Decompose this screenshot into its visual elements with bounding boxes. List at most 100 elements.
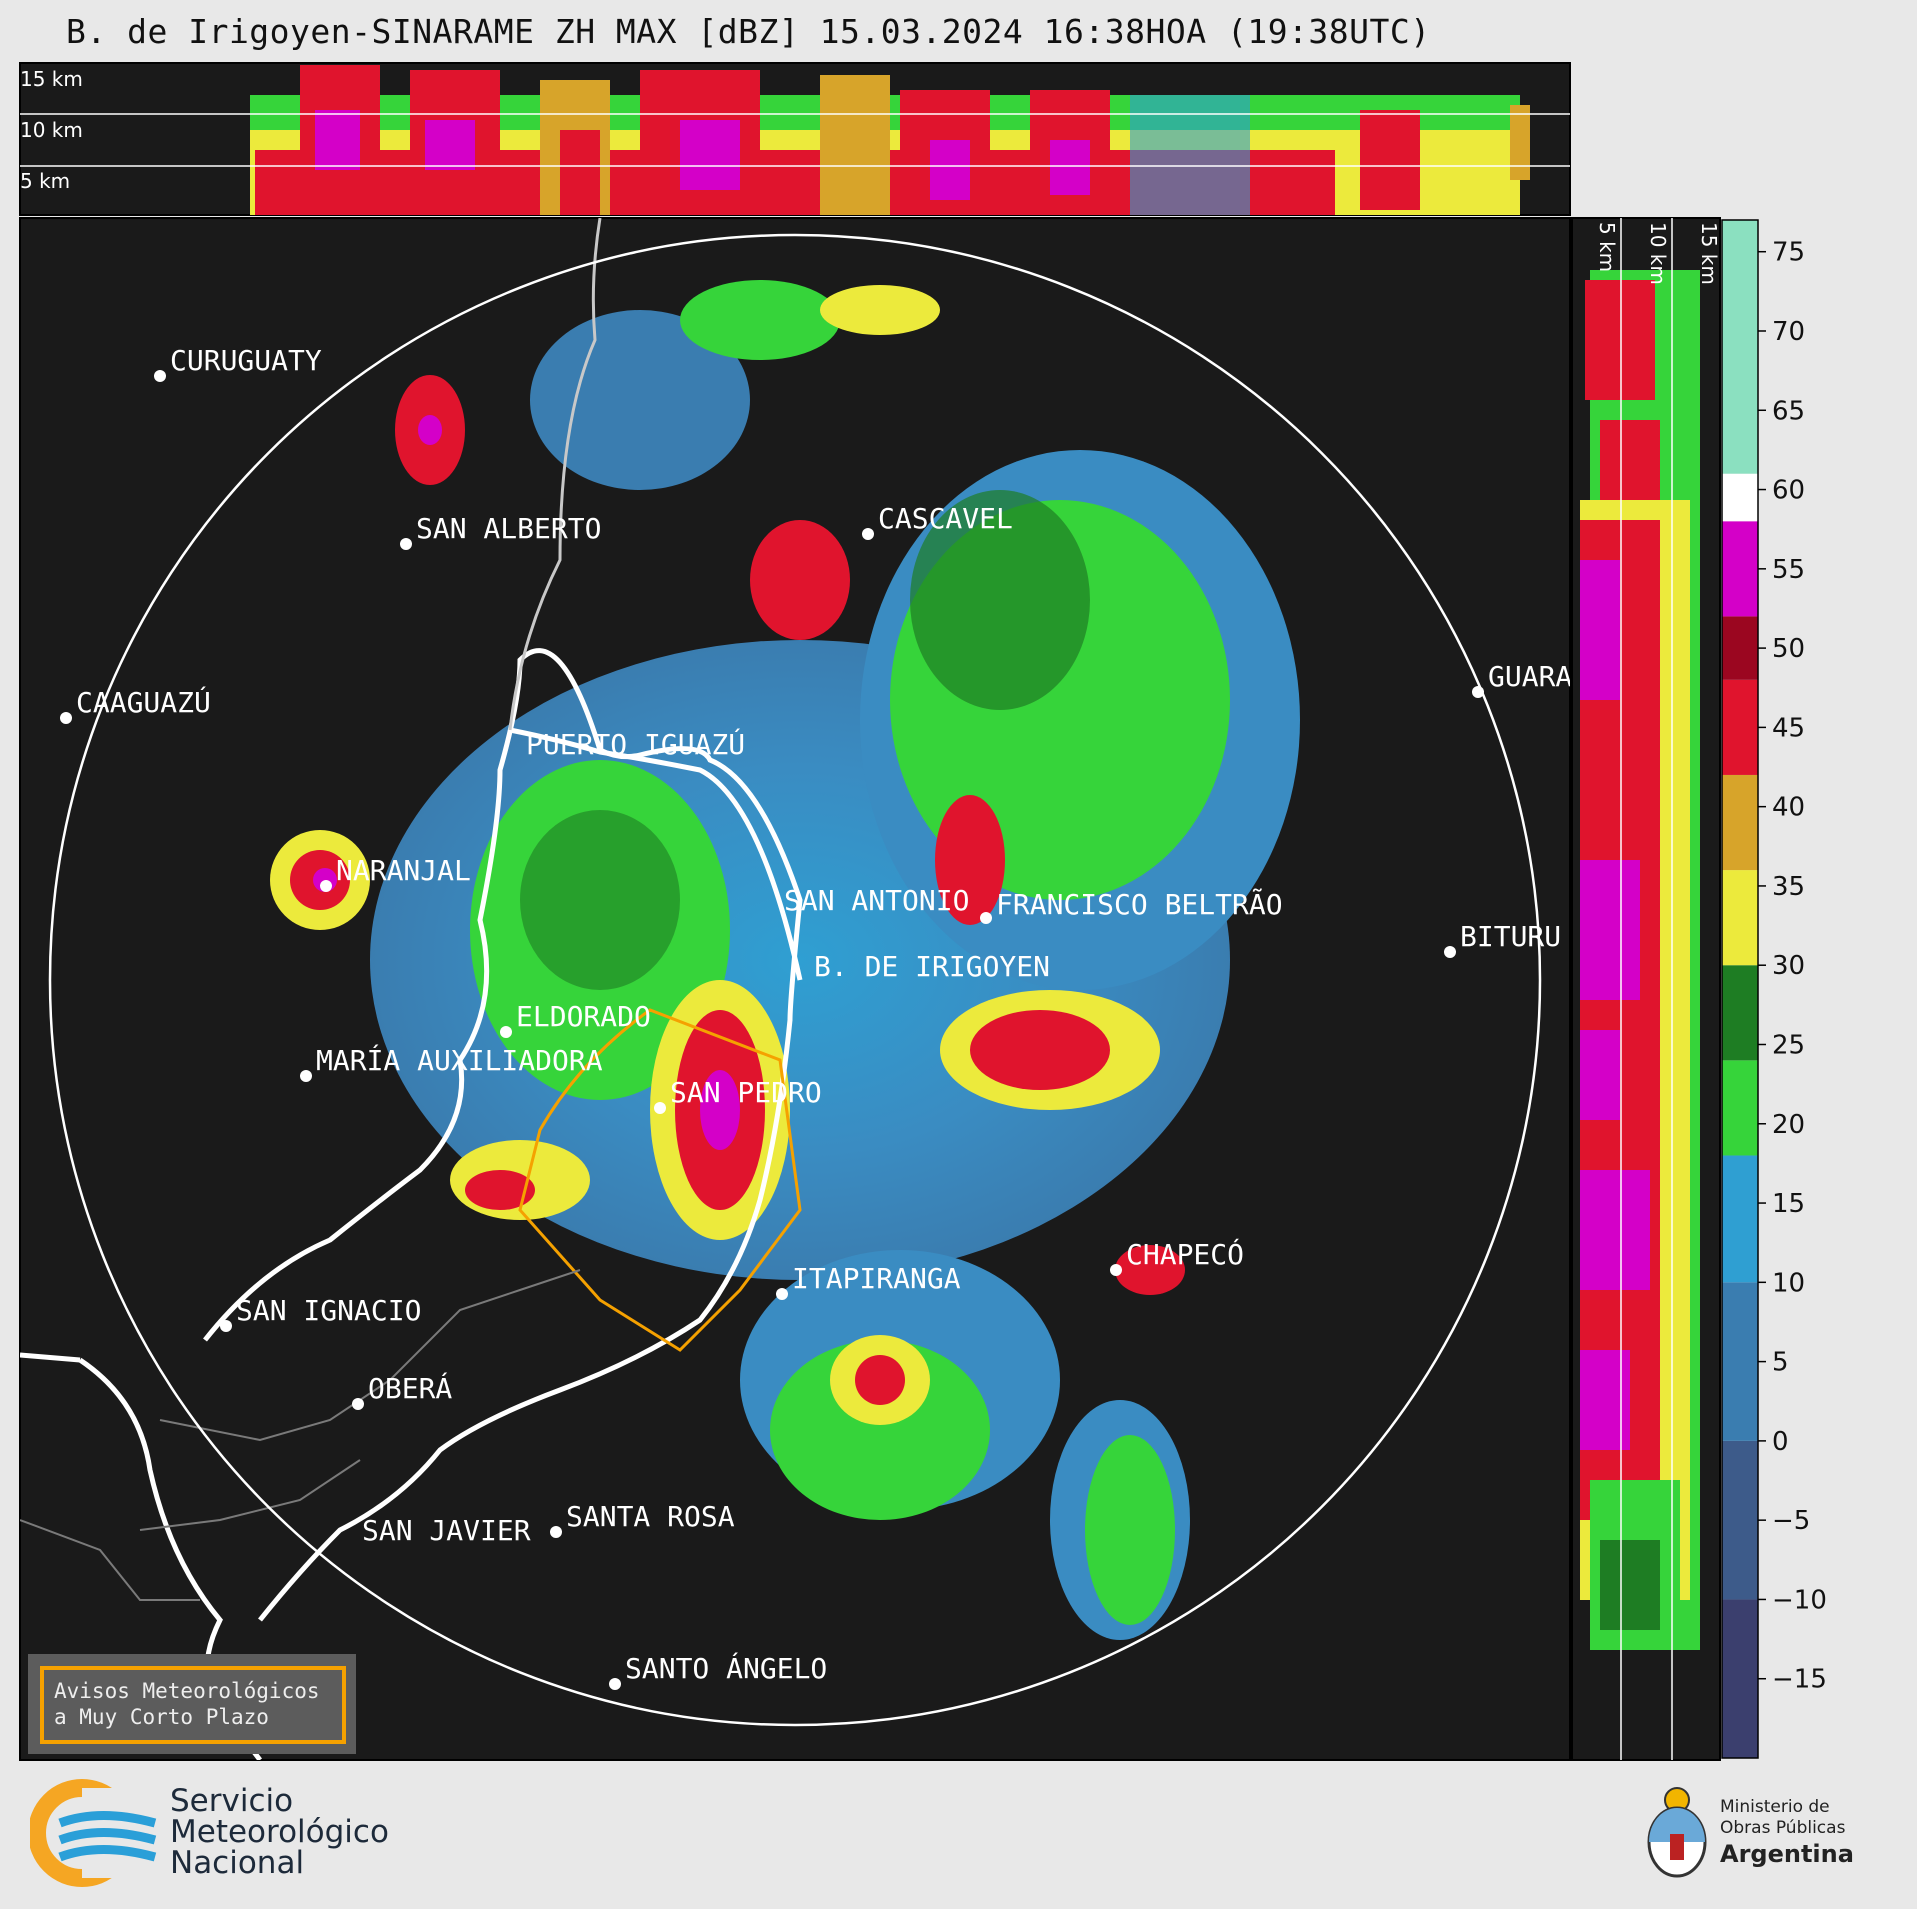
city-label: OBERÁ bbox=[368, 1371, 452, 1405]
colorbar-tick-label: 45 bbox=[1772, 713, 1805, 743]
colorbar-segment-2 bbox=[1722, 1282, 1758, 1441]
city-dot bbox=[654, 1102, 666, 1114]
ministry-line1: Ministerio de bbox=[1720, 1797, 1830, 1817]
side-height-label-10: 10 km bbox=[1646, 222, 1670, 285]
colorbar-tick-label: 20 bbox=[1772, 1110, 1805, 1140]
city-label: SAN ANTONIO bbox=[784, 884, 969, 917]
colorbar-tick-label: 10 bbox=[1772, 1268, 1805, 1298]
city-label: NARANJAL bbox=[336, 854, 471, 887]
page-title: B. de Irigoyen-SINARAME ZH MAX [dBZ] 15.… bbox=[66, 12, 1431, 51]
city-label: FRANCISCO BELTRÃO bbox=[996, 888, 1283, 921]
city-marker: SANTO ÁNGELO bbox=[609, 1651, 827, 1690]
side-profile-panel: 5 km 10 km 15 km bbox=[1571, 217, 1721, 1761]
top-height-label-5: 5 km bbox=[20, 169, 70, 193]
city-label: ELDORADO bbox=[516, 1000, 651, 1033]
top-height-label-15: 15 km bbox=[20, 67, 83, 91]
city-dot bbox=[980, 912, 992, 924]
city-label: SAN IGNACIO bbox=[236, 1294, 421, 1327]
city-marker: SAN JAVIER bbox=[362, 1514, 531, 1547]
colorbar-tick-label: 15 bbox=[1772, 1189, 1805, 1219]
river-border bbox=[508, 218, 602, 731]
city-dot bbox=[1472, 686, 1484, 698]
city-marker: OBERÁ bbox=[352, 1371, 452, 1410]
city-label: MARÍA AUXILIADORA bbox=[316, 1043, 603, 1077]
city-marker: SAN ALBERTO bbox=[400, 512, 601, 550]
precipitation-echoes bbox=[270, 280, 1300, 1640]
warning-polygon bbox=[518, 1008, 802, 1352]
city-dot bbox=[776, 1288, 788, 1300]
org-name-line3: Nacional bbox=[170, 1845, 305, 1881]
city-marker: CAAGUAZÚ bbox=[60, 685, 211, 724]
city-label: CHAPECÓ bbox=[1126, 1237, 1244, 1271]
colorbar-tick-label: 5 bbox=[1772, 1348, 1789, 1378]
colorbar-segment-5 bbox=[1722, 965, 1758, 1061]
radar-map-panel: CURUGUATY SAN ALBERTO CASCAVEL CAAGUAZÚ GUAR… bbox=[19, 217, 1572, 1761]
colorbar-tick-label: −5 bbox=[1772, 1506, 1810, 1536]
city-dot bbox=[220, 1320, 232, 1332]
city-dot bbox=[1110, 1264, 1122, 1276]
city-marker: B. DE IRIGOYEN bbox=[814, 950, 1050, 983]
city-label: SAN PEDRO bbox=[670, 1076, 822, 1109]
colorbar-segment-7 bbox=[1722, 774, 1758, 871]
colorbar-tick-label: 0 bbox=[1772, 1427, 1789, 1457]
colorbar-segment-9 bbox=[1722, 616, 1758, 680]
city-dot bbox=[352, 1398, 364, 1410]
ministry-label: Ministerio de Obras Públicas Argentina bbox=[1720, 1797, 1854, 1869]
top-profile-panel: 15 km 10 km 5 km bbox=[19, 62, 1571, 216]
side-height-label-5: 5 km bbox=[1595, 222, 1619, 272]
colorbar-tick-label: 25 bbox=[1772, 1030, 1805, 1060]
smn-logo-icon bbox=[30, 1779, 157, 1887]
range-ring bbox=[48, 233, 1542, 1727]
province-border bbox=[203, 648, 803, 1622]
city-dot bbox=[154, 370, 166, 382]
colorbar-segment-6 bbox=[1722, 870, 1758, 966]
ministry-line3: Argentina bbox=[1720, 1840, 1854, 1868]
city-marker: CURUGUATY bbox=[154, 344, 322, 382]
warning-legend-line1: Avisos Meteorológicos bbox=[54, 1679, 320, 1703]
city-marker: SAN PEDRO bbox=[654, 1076, 822, 1114]
city-label: SANTO ÁNGELO bbox=[625, 1651, 827, 1685]
top-profile-echoes bbox=[250, 65, 1530, 215]
side-profile-echoes bbox=[1580, 270, 1700, 1650]
colorbar-segment-8 bbox=[1722, 679, 1758, 775]
colorbar-segment-1 bbox=[1722, 1440, 1758, 1600]
city-label: CURUGUATY bbox=[170, 344, 322, 377]
colorbar-tick-label: 35 bbox=[1772, 872, 1805, 902]
city-label: B. DE IRIGOYEN bbox=[814, 950, 1050, 983]
city-marker: FRANCISCO BELTRÃO bbox=[980, 888, 1283, 924]
city-label: SAN JAVIER bbox=[362, 1514, 531, 1547]
ministry-line2: Obras Públicas bbox=[1720, 1818, 1846, 1838]
city-label: GUARA bbox=[1488, 660, 1572, 693]
city-marker: SAN IGNACIO bbox=[220, 1294, 421, 1332]
colorbar-tick-label: −15 bbox=[1772, 1665, 1827, 1695]
city-label: CAAGUAZÚ bbox=[76, 685, 211, 719]
city-dot bbox=[60, 712, 72, 724]
city-label: CASCAVEL bbox=[878, 502, 1013, 535]
side-height-label-15: 15 km bbox=[1697, 222, 1721, 285]
city-marker: SANTA ROSA bbox=[550, 1500, 735, 1538]
city-label: SANTA ROSA bbox=[566, 1500, 735, 1533]
city-label: SAN ALBERTO bbox=[416, 512, 601, 545]
city-marker: PUERTO IGUAZÚ bbox=[526, 727, 745, 761]
city-labels: CURUGUATY SAN ALBERTO CASCAVEL CAAGUAZÚ GUAR… bbox=[60, 344, 1572, 1690]
city-dot bbox=[609, 1678, 621, 1690]
city-dot bbox=[862, 528, 874, 540]
city-marker: CHAPECÓ bbox=[1110, 1237, 1244, 1276]
city-marker: SAN ANTONIO bbox=[784, 884, 969, 917]
city-marker: NARANJAL bbox=[320, 854, 471, 892]
colorbar-tick-label: 60 bbox=[1772, 476, 1805, 506]
colorbar-tick-label: 65 bbox=[1772, 396, 1805, 426]
colorbar-segment-11 bbox=[1722, 473, 1758, 522]
city-dot bbox=[400, 538, 412, 550]
colorbar-tick-label: 40 bbox=[1772, 793, 1805, 823]
colorbar-segment-0 bbox=[1722, 1599, 1758, 1758]
city-dot bbox=[320, 880, 332, 892]
city-marker: GUARA bbox=[1472, 660, 1572, 698]
colorbar-segment-12 bbox=[1722, 220, 1758, 474]
colorbar-segment-10 bbox=[1722, 521, 1758, 617]
colorbar-tick-label: 75 bbox=[1772, 238, 1805, 268]
argentina-seal-icon bbox=[1647, 1787, 1707, 1878]
org-name-line2: Meteorológico bbox=[170, 1814, 389, 1850]
